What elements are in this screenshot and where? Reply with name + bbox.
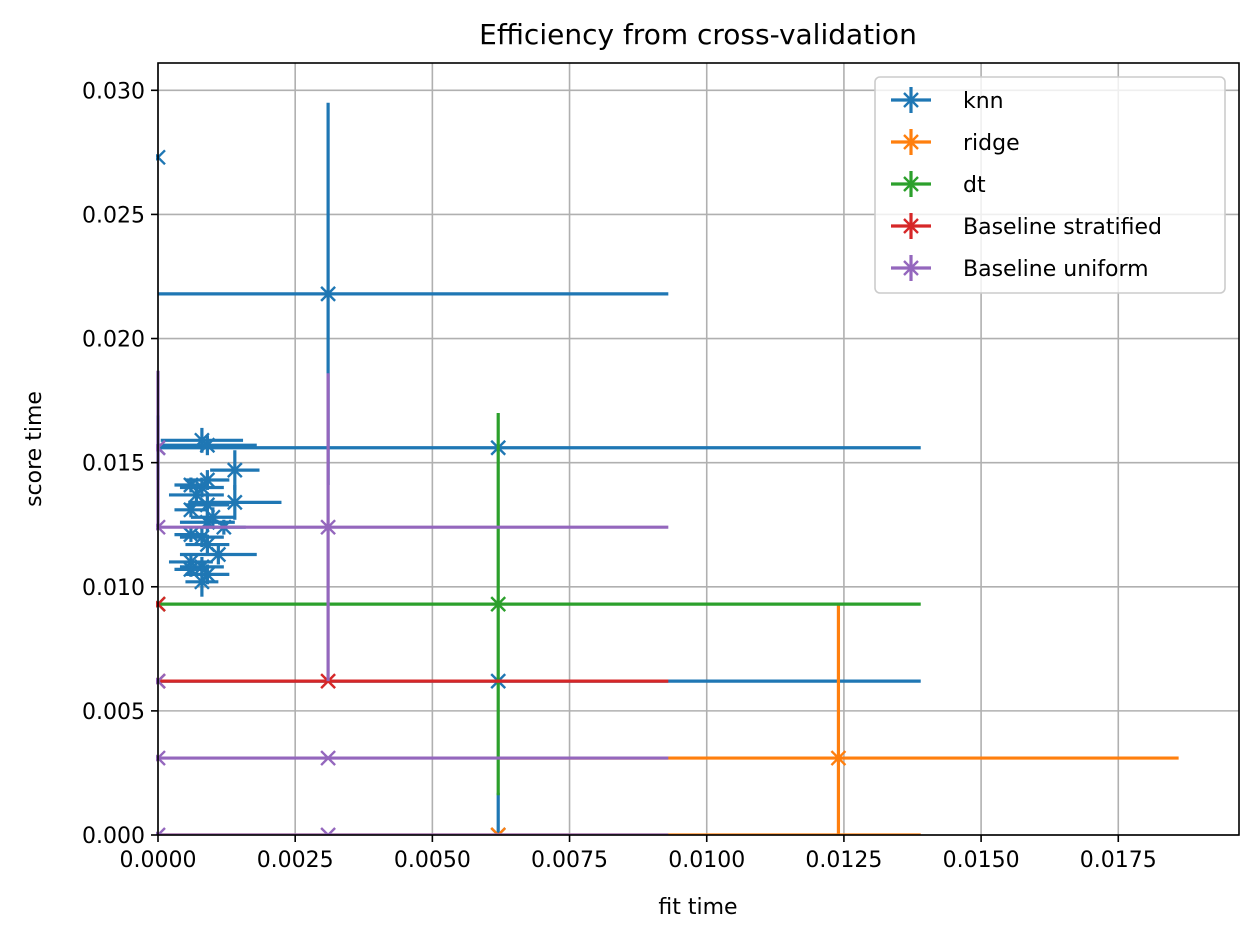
x-tick-label: 0.0075 (531, 848, 608, 873)
data-point-marker (320, 519, 336, 536)
x-axis-label: fit time (658, 895, 737, 920)
data-point-marker (156, 827, 166, 835)
series-dt (156, 413, 921, 796)
legend-items: knn ridge dt Baseline stratified Baseline un… (891, 87, 1162, 282)
data-point-marker (830, 750, 847, 766)
x-tick-label: 0.0000 (120, 848, 197, 873)
data-point-marker (320, 750, 336, 766)
data-point-marker (226, 462, 243, 478)
y-tick-label: 0.000 (82, 824, 145, 849)
legend-label: Baseline stratified (963, 215, 1162, 240)
legend-swatch-marker (903, 218, 919, 234)
legend-swatch-marker (903, 134, 919, 150)
data-point-marker (199, 437, 216, 454)
data-point-marker (226, 494, 243, 511)
data-point-marker (490, 596, 507, 612)
x-tick-label: 0.0175 (1080, 848, 1157, 873)
y-tick-label: 0.005 (82, 700, 145, 725)
data-point-marker (183, 501, 199, 518)
legend-frame (874, 76, 1226, 294)
axes-frame (157, 62, 1240, 836)
legend-item-baseline-stratified: Baseline stratified (891, 213, 1162, 240)
legend-label: ridge (963, 131, 1020, 156)
legend-item-ridge: ridge (891, 129, 1020, 156)
x-tick-label: 0.0150 (943, 848, 1020, 873)
data-point-marker (210, 546, 227, 563)
chart-title: Efficiency from cross-validation (479, 18, 917, 51)
legend-swatch-marker (903, 176, 919, 192)
legend-swatch-marker (903, 92, 919, 108)
series-layer (156, 102, 1179, 835)
legend-item-knn: knn (891, 87, 1004, 114)
x-tick-label: 0.0050 (394, 848, 471, 873)
legend-item-baseline-uniform: Baseline uniform (891, 255, 1149, 282)
legend-swatch-marker (903, 260, 919, 276)
legend-item-dt: dt (891, 171, 986, 198)
y-tick-label: 0.025 (82, 203, 145, 228)
tick-layer: 0.0000 0.0025 0.0050 0.0075 0.0100 0.0125 0.01… (82, 79, 1157, 873)
y-axis-label: score time (22, 391, 47, 507)
x-tick-label: 0.0025 (257, 848, 334, 873)
data-point-marker (490, 827, 507, 835)
legend-label: knn (963, 89, 1004, 114)
y-tick-label: 0.010 (82, 576, 145, 601)
y-tick-label: 0.020 (82, 328, 145, 353)
legend-label: dt (963, 173, 986, 198)
x-tick-label: 0.0125 (805, 848, 882, 873)
data-point-marker (194, 573, 210, 590)
data-point-marker (320, 827, 336, 835)
y-tick-label: 0.015 (82, 452, 145, 477)
y-tick-label: 0.030 (82, 79, 145, 104)
legend-label: Baseline uniform (963, 257, 1149, 282)
legend: knn ridge dt Baseline stratified Baseline un… (874, 76, 1226, 294)
data-point-marker (320, 286, 336, 302)
x-tick-label: 0.0100 (668, 848, 745, 873)
